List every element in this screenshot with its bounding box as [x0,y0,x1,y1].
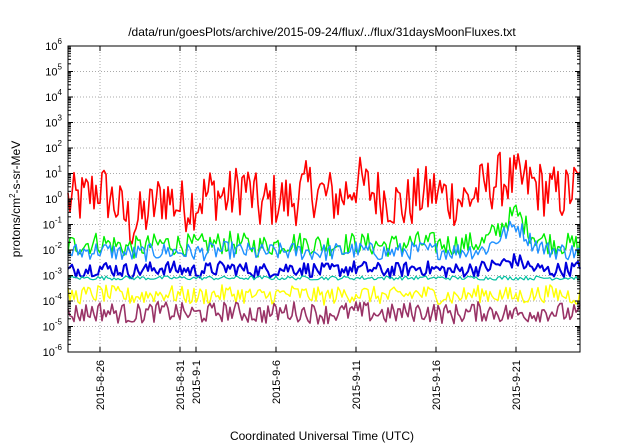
x-tick-label: 2015-9-16 [431,360,443,410]
y-axis: 10-6 10-5 10-4 10-3 10-2 10-1 100 101 102 103 104 1… [43,37,580,359]
series-group [67,151,581,325]
y-tick-label: 10-4 [43,292,63,308]
y-tick-label: 10-6 [43,343,63,359]
series-line [67,275,581,281]
y-tick-label: 10-2 [43,241,63,257]
y-tick-label: 102 [45,139,62,155]
x-axis-label: Coordinated Universal Time (UTC) [230,429,414,443]
y-tick-label: 103 [45,114,62,130]
y-tick-label: 10-3 [43,267,63,283]
y-tick-label: 106 [45,37,62,53]
x-tick-label: 2015-8-31 [175,360,187,410]
y-axis-label: protons/cm2-s-sr-MeV [8,141,23,257]
x-tick-label: 2015-9-6 [271,360,283,404]
y-tick-label: 104 [45,88,62,104]
x-axis: 2015-8-26 2015-8-31 2015-9-1 2015-9-6 2015-9… [95,46,523,410]
series-line [67,284,581,306]
chart-title: /data/run/goesPlots/archive/2015-09-24/f… [128,25,516,39]
x-tick-label: 2015-9-11 [351,360,363,409]
y-tick-label: 105 [45,63,62,79]
series-line [67,301,581,325]
y-tick-label: 100 [45,190,62,206]
x-tick-label: 2015-9-1 [191,360,203,404]
y-tick-label: 10-1 [43,216,63,232]
y-tick-label: 10-5 [43,318,63,334]
series-line [67,151,581,245]
series-line [67,253,581,280]
x-tick-label: 2015-9-21 [511,360,523,410]
y-tick-label: 101 [45,165,62,181]
x-tick-label: 2015-8-26 [95,360,107,410]
series-line [68,220,581,262]
